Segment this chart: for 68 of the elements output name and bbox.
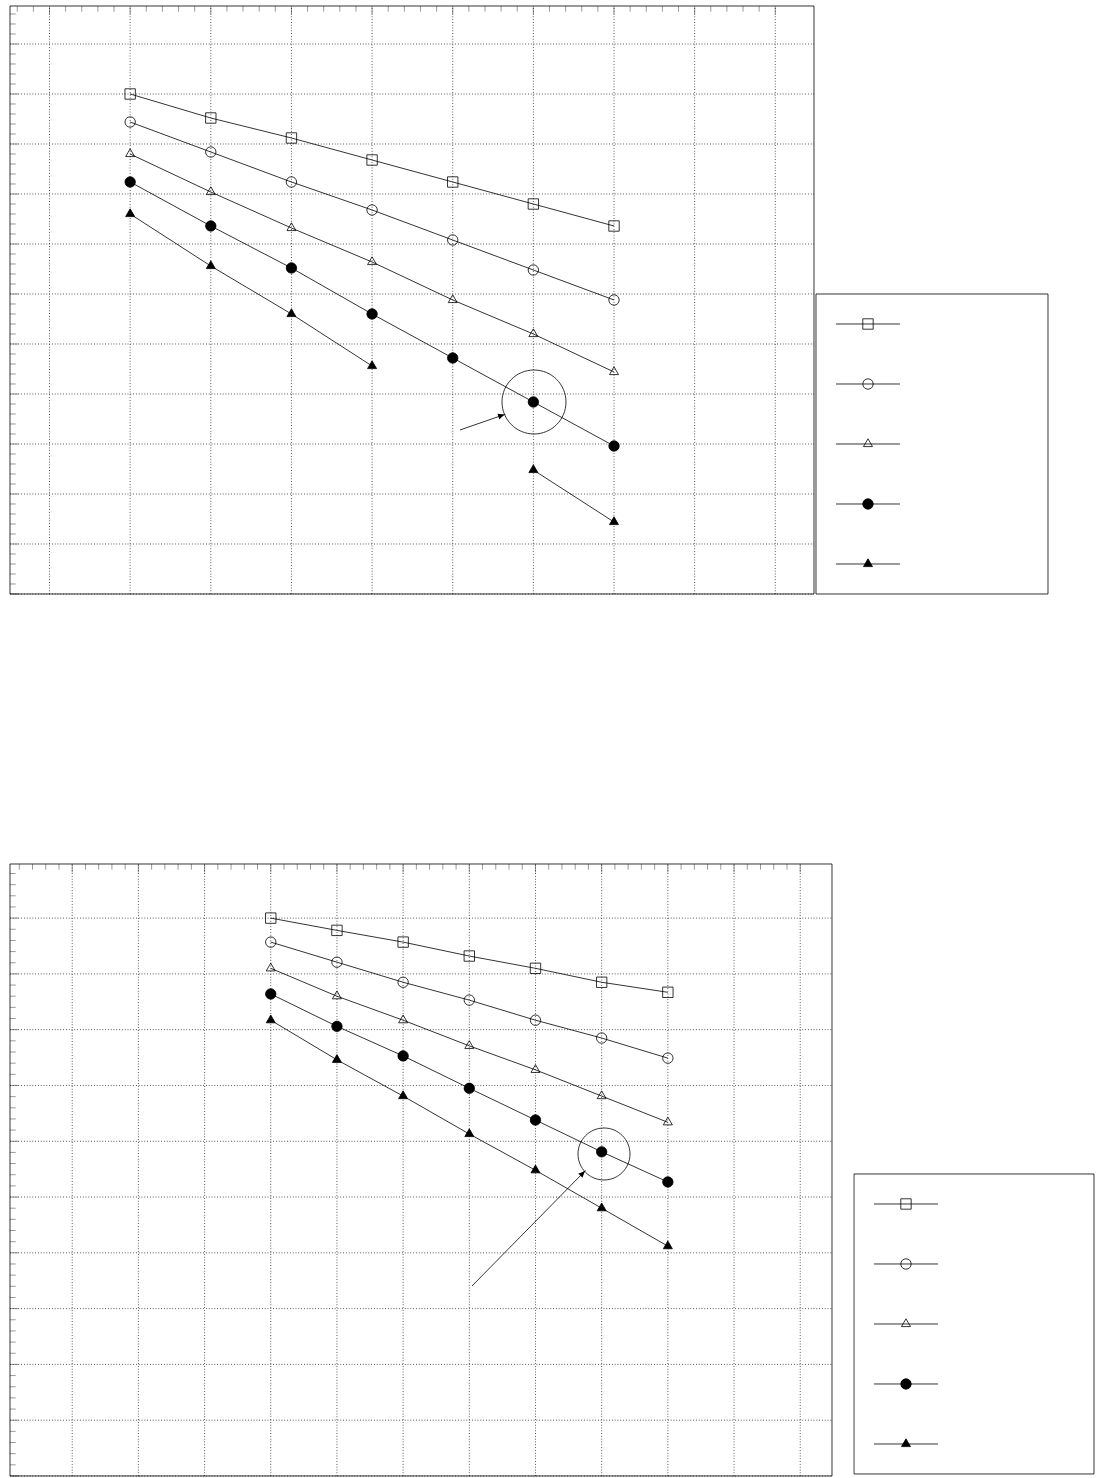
point (397, 1050, 409, 1062)
point (662, 1176, 674, 1188)
point (332, 990, 342, 1000)
point (463, 950, 475, 962)
point (205, 260, 216, 269)
point (397, 936, 409, 948)
point (205, 220, 217, 232)
point (205, 112, 217, 124)
point (125, 148, 136, 157)
point (529, 962, 542, 974)
point (662, 1240, 673, 1250)
point (527, 264, 539, 276)
point (530, 1164, 541, 1174)
point (447, 294, 458, 303)
point (205, 146, 217, 158)
point (366, 204, 378, 216)
point (596, 1090, 607, 1100)
point (464, 1040, 475, 1049)
point (528, 328, 539, 337)
point (398, 1090, 409, 1100)
point (265, 1014, 276, 1024)
point (265, 912, 277, 924)
point (125, 208, 136, 217)
point (366, 154, 378, 166)
point (662, 1116, 673, 1126)
point (608, 220, 620, 232)
point (397, 976, 409, 988)
point (124, 176, 136, 188)
point (596, 1202, 607, 1212)
point (528, 464, 539, 473)
point (265, 988, 277, 1000)
point (447, 176, 459, 188)
point (285, 262, 298, 274)
point (205, 186, 216, 195)
point (366, 308, 378, 320)
point (285, 132, 298, 144)
point (596, 976, 608, 988)
point (530, 1064, 541, 1073)
point (265, 936, 277, 948)
point (608, 294, 620, 306)
point (331, 1020, 343, 1032)
point (447, 234, 459, 246)
point (265, 962, 276, 972)
point (529, 1014, 542, 1026)
point (609, 366, 619, 375)
point (124, 88, 136, 100)
point (285, 176, 298, 188)
point (463, 994, 475, 1006)
point (609, 516, 619, 525)
point (398, 1014, 409, 1024)
point (596, 1146, 608, 1158)
point (662, 1052, 674, 1064)
point (662, 986, 674, 998)
point (124, 116, 136, 128)
point (367, 360, 377, 369)
point (463, 1082, 475, 1094)
point (447, 352, 459, 364)
point (464, 1128, 475, 1137)
point (331, 924, 343, 936)
point (367, 256, 377, 265)
point (286, 222, 297, 231)
point (331, 956, 343, 968)
point (608, 440, 620, 452)
point (527, 198, 539, 210)
point (332, 1054, 342, 1063)
point (596, 1032, 608, 1044)
point (529, 1114, 542, 1126)
point (286, 308, 297, 317)
